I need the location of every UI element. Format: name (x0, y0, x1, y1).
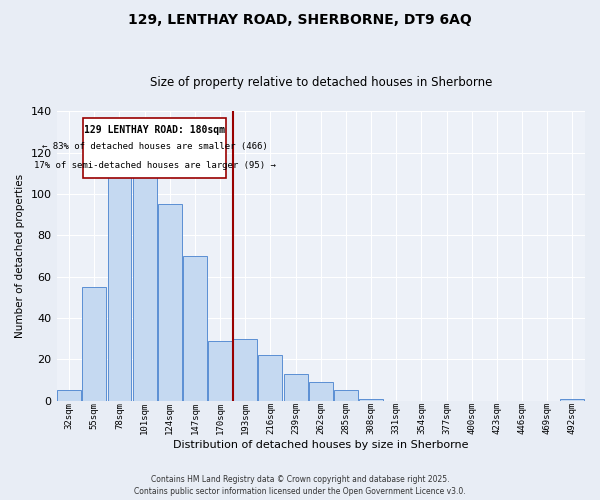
Text: 129 LENTHAY ROAD: 180sqm: 129 LENTHAY ROAD: 180sqm (84, 125, 225, 135)
Bar (183, 256, 207, 401)
Text: ← 83% of detached houses are smaller (466): ← 83% of detached houses are smaller (46… (42, 142, 268, 152)
Bar (83, 118, 226, 178)
Text: 129, LENTHAY ROAD, SHERBORNE, DT9 6AQ: 129, LENTHAY ROAD, SHERBORNE, DT9 6AQ (128, 12, 472, 26)
Y-axis label: Number of detached properties: Number of detached properties (15, 174, 25, 338)
Text: 17% of semi-detached houses are larger (95) →: 17% of semi-detached houses are larger (… (34, 161, 275, 170)
Bar (57, 390, 81, 401)
Bar (334, 390, 358, 401)
Bar (259, 356, 283, 401)
Bar (158, 204, 182, 401)
X-axis label: Distribution of detached houses by size in Sherborne: Distribution of detached houses by size … (173, 440, 469, 450)
Bar (233, 339, 257, 401)
Bar (359, 398, 383, 401)
Text: Contains HM Land Registry data © Crown copyright and database right 2025.
Contai: Contains HM Land Registry data © Crown c… (134, 474, 466, 496)
Bar (309, 382, 333, 401)
Bar (560, 398, 584, 401)
Bar (208, 341, 232, 401)
Bar (284, 374, 308, 401)
Title: Size of property relative to detached houses in Sherborne: Size of property relative to detached ho… (149, 76, 492, 90)
Bar (82, 287, 106, 401)
Bar (107, 163, 131, 401)
Bar (133, 157, 157, 401)
